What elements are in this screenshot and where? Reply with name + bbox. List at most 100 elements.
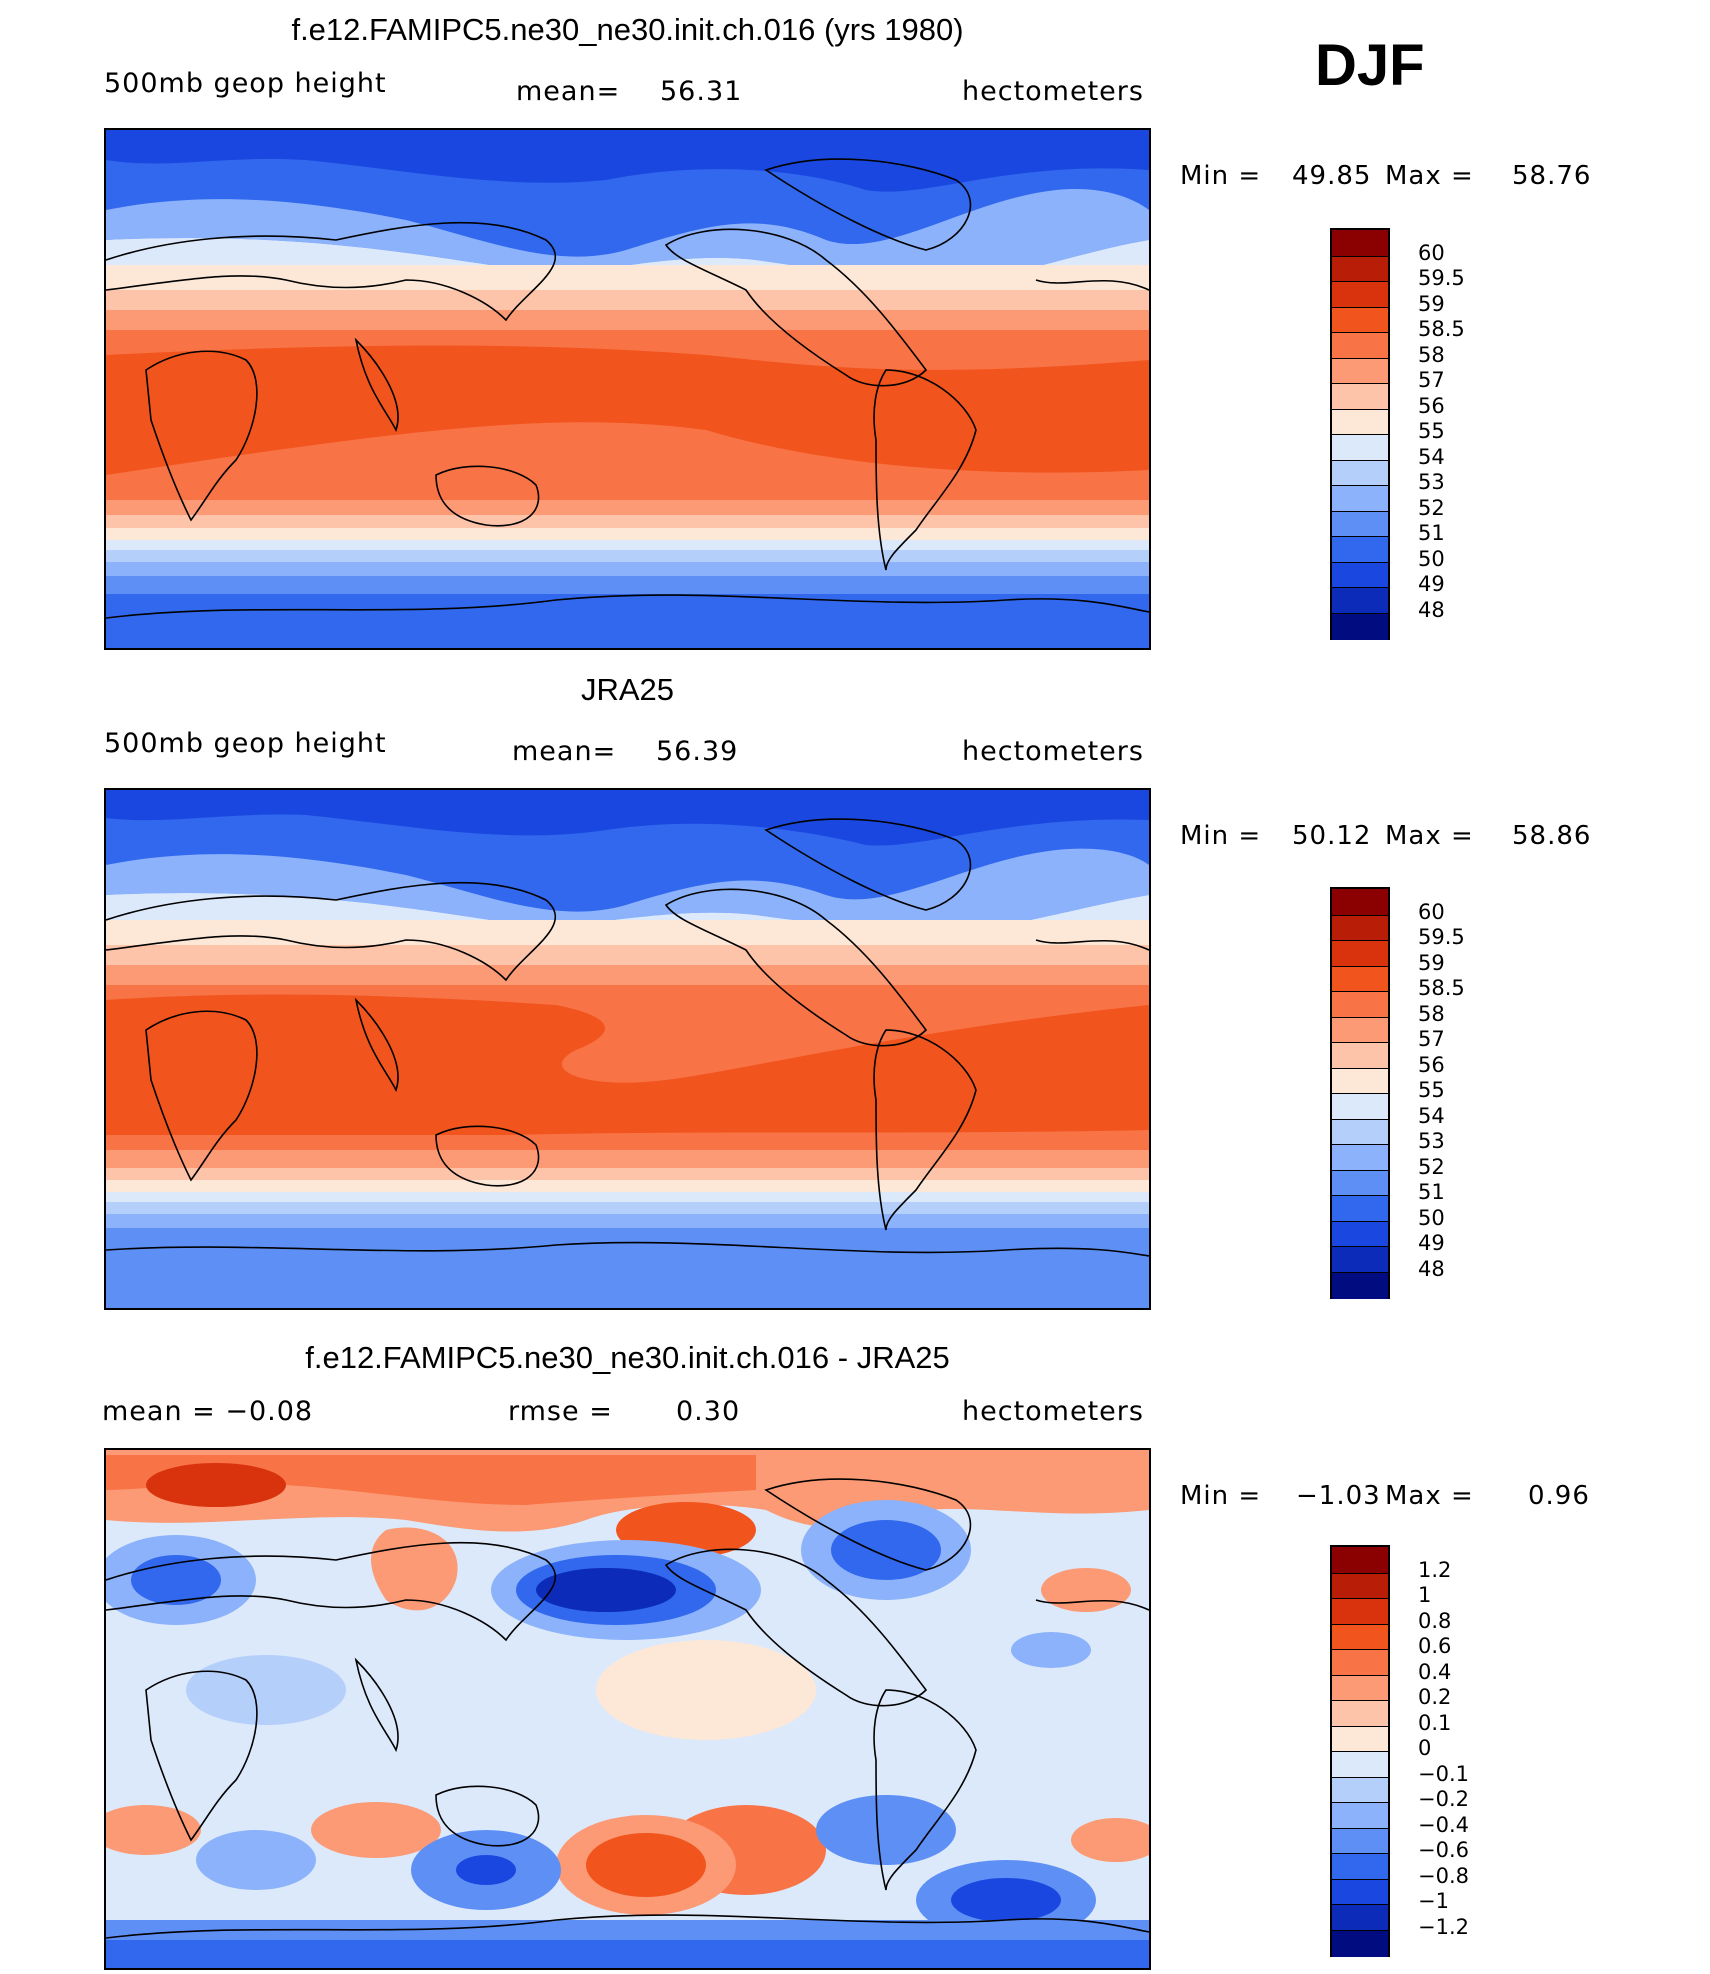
colorbar-swatch (1332, 510, 1388, 538)
panel-3-title: f.e12.FAMIPC5.ne30_ne30.init.ch.016 - JR… (305, 1340, 950, 1375)
colorbar-label: 51 (1418, 521, 1445, 545)
colorbar-label: −0.4 (1418, 1812, 1469, 1837)
colorbar-label: 56 (1418, 1052, 1445, 1077)
panel-2-map (104, 788, 1151, 1310)
panel-1-mean-value: 56.31 (660, 76, 743, 107)
colorbar-swatch (1332, 383, 1388, 410)
colorbar-label: 0.4 (1418, 1659, 1452, 1684)
colorbar-label: 53 (1418, 1129, 1445, 1153)
colorbar-swatch (1332, 1144, 1388, 1171)
colorbar-label: 0.1 (1418, 1710, 1452, 1735)
colorbar-swatch (1332, 332, 1388, 359)
colorbar-label: 51 (1418, 1180, 1445, 1204)
colorbar-label: 59 (1418, 291, 1445, 316)
colorbar-label: 0.6 (1418, 1634, 1452, 1658)
panel-2-mean-label: mean= (512, 736, 617, 767)
colorbar-swatch (1332, 587, 1388, 614)
colorbar-swatch (1332, 1623, 1388, 1651)
panel-1-coastlines (106, 158, 1149, 619)
panel-1-mean-label: mean= (516, 76, 621, 107)
colorbar-label: 0.2 (1418, 1685, 1452, 1709)
colorbar-swatch (1332, 1246, 1388, 1273)
colorbar-swatch (1332, 536, 1388, 563)
colorbar-swatch (1332, 1649, 1388, 1676)
panel-3-max-label: Max = (1385, 1481, 1474, 1511)
panel-1-min-value: 49.85 (1292, 161, 1372, 191)
colorbar-swatch (1332, 1169, 1388, 1197)
colorbar-swatch (1332, 1700, 1388, 1727)
colorbar-label: 49 (1418, 1231, 1445, 1255)
colorbar-swatch (1332, 1878, 1388, 1906)
panel-2-units: hectometers (962, 736, 1144, 767)
panel-2-min-value: 50.12 (1292, 821, 1372, 851)
colorbar-swatch (1332, 1016, 1388, 1044)
panel-2-max-label: Max = (1385, 821, 1474, 851)
colorbar-swatch (1332, 1725, 1388, 1753)
colorbar-swatch (1332, 230, 1388, 256)
colorbar-label: 0 (1418, 1736, 1432, 1760)
panel-2-variable-label: 500mb geop height (104, 728, 387, 759)
colorbar-label: 59 (1418, 950, 1445, 975)
colorbar-swatch (1332, 1853, 1388, 1880)
panel-3-map (104, 1448, 1151, 1970)
colorbar-swatch (1332, 408, 1388, 436)
panel-2-max-value: 58.86 (1512, 821, 1592, 851)
colorbar-label: −0.8 (1418, 1863, 1469, 1888)
colorbar-label: 1.2 (1418, 1557, 1452, 1582)
colorbar-swatch (1332, 434, 1388, 461)
panel-3-max-value: 0.96 (1528, 1481, 1590, 1511)
panel-2-min-label: Min = (1180, 821, 1262, 851)
colorbar-swatch (1332, 1751, 1388, 1778)
colorbar-label: 57 (1418, 1027, 1445, 1051)
colorbar-label: −1.2 (1418, 1914, 1469, 1939)
colorbar-label: 48 (1418, 597, 1445, 622)
colorbar-swatch (1332, 889, 1388, 915)
colorbar-label: −1 (1418, 1889, 1449, 1913)
colorbar-label: 0.8 (1418, 1608, 1452, 1633)
panel-2-mean-value: 56.39 (656, 736, 739, 767)
colorbar-label: −0.2 (1418, 1787, 1469, 1811)
colorbar-swatch (1332, 1776, 1388, 1804)
colorbar-label: 52 (1418, 1154, 1445, 1179)
colorbar-swatch (1332, 612, 1388, 640)
panel-2-coastlines (106, 818, 1149, 1257)
colorbar-label: 60 (1418, 899, 1445, 924)
colorbar-label: 57 (1418, 368, 1445, 392)
colorbar-swatch (1332, 281, 1388, 308)
colorbar-label: 58 (1418, 1001, 1445, 1026)
colorbar-swatch (1332, 357, 1388, 385)
colorbar-label: 55 (1418, 419, 1445, 443)
colorbar-label: 53 (1418, 470, 1445, 494)
panel-3-coastlines (106, 1478, 1149, 1939)
colorbar-swatch (1332, 1042, 1388, 1069)
colorbar-swatch (1332, 1067, 1388, 1095)
panel-3-colorbar (1330, 1545, 1390, 1957)
colorbar-swatch (1332, 255, 1388, 283)
colorbar-label: 52 (1418, 495, 1445, 520)
panel-3-min-value: −1.03 (1296, 1481, 1381, 1511)
colorbar-swatch (1332, 965, 1388, 993)
colorbar-swatch (1332, 1118, 1388, 1146)
colorbar-label: 59.5 (1418, 925, 1465, 949)
panel-1-units: hectometers (962, 76, 1144, 107)
colorbar-swatch (1332, 459, 1388, 487)
colorbar-swatch (1332, 1547, 1388, 1573)
panel-2-title: JRA25 (580, 672, 675, 707)
colorbar-swatch (1332, 1802, 1388, 1829)
colorbar-swatch (1332, 1904, 1388, 1931)
panel-3-mean-label: mean = −0.08 (102, 1396, 314, 1427)
season-label: DJF (1315, 33, 1425, 98)
colorbar-swatch (1332, 940, 1388, 967)
colorbar-swatch (1332, 1195, 1388, 1222)
panel-1-title: f.e12.FAMIPC5.ne30_ne30.init.ch.016 (yrs… (291, 12, 964, 47)
panel-1-map (104, 128, 1151, 650)
colorbar-label: 58.5 (1418, 317, 1465, 341)
colorbar-swatch (1332, 485, 1388, 512)
colorbar-swatch (1332, 1220, 1388, 1248)
colorbar-swatch (1332, 1598, 1388, 1625)
colorbar-label: 58 (1418, 342, 1445, 367)
panel-1-variable-label: 500mb geop height (104, 68, 387, 99)
panel-3-units: hectometers (962, 1396, 1144, 1427)
colorbar-label: 49 (1418, 572, 1445, 596)
colorbar-label: 50 (1418, 546, 1445, 571)
